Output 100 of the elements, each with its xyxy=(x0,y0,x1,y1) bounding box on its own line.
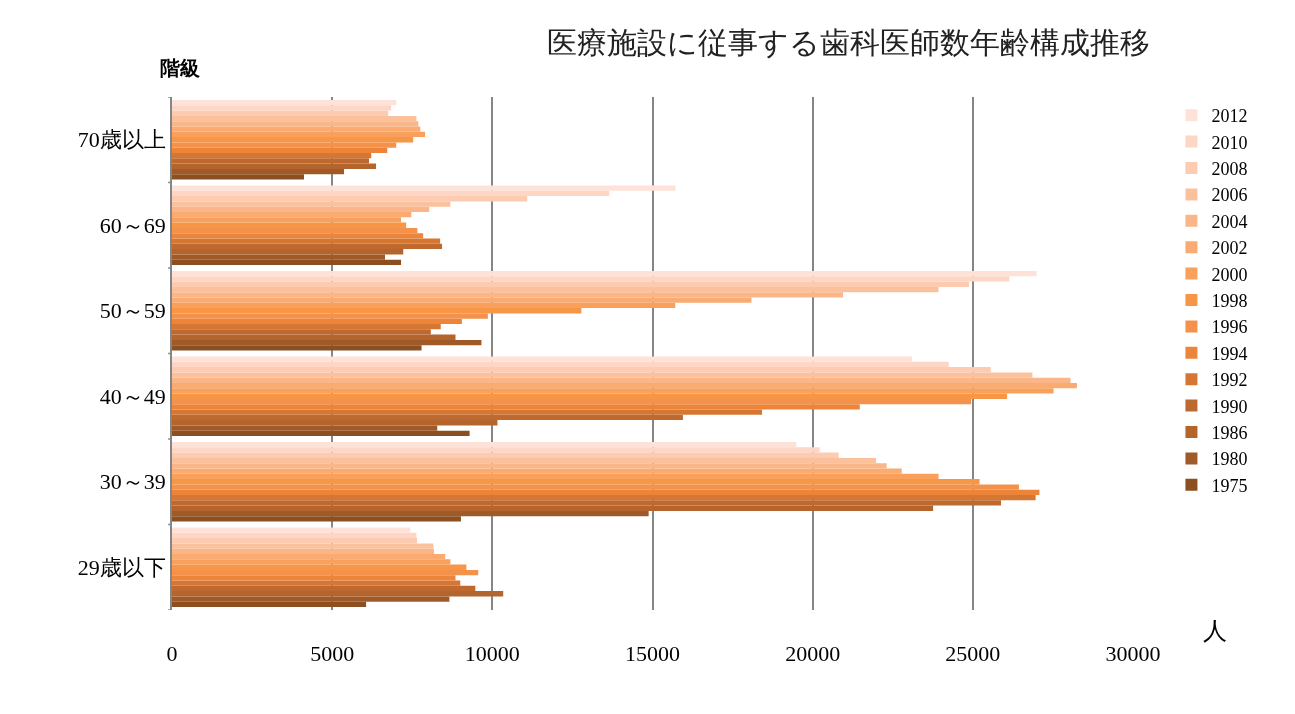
bar xyxy=(172,569,479,576)
bar xyxy=(172,532,417,539)
bar xyxy=(172,276,1010,282)
x-tick-label: 30000 xyxy=(1105,641,1161,666)
legend-label: 1990 xyxy=(1211,396,1248,417)
legend-label: 1992 xyxy=(1211,370,1248,391)
bar xyxy=(172,185,676,191)
bar xyxy=(172,297,752,303)
bar xyxy=(172,201,451,207)
bar xyxy=(172,388,1054,394)
bar xyxy=(172,495,1036,501)
bar xyxy=(172,286,939,293)
bar xyxy=(172,601,367,608)
bar xyxy=(172,414,683,421)
bar xyxy=(172,377,1071,383)
bar xyxy=(172,356,912,362)
legend-label: 1996 xyxy=(1211,317,1248,338)
x-tick-label: 10000 xyxy=(464,641,520,666)
bar xyxy=(172,270,1037,277)
legend-label: 1980 xyxy=(1211,449,1248,470)
bar xyxy=(172,99,397,106)
legend-label: 2006 xyxy=(1211,185,1248,206)
bar xyxy=(172,105,392,111)
bar xyxy=(172,447,820,453)
x-tick-label: 25000 xyxy=(945,641,1001,666)
bar xyxy=(172,463,887,469)
bar xyxy=(172,575,456,581)
bar xyxy=(172,233,424,239)
bar xyxy=(172,527,411,533)
bar xyxy=(172,580,461,586)
legend-label: 2012 xyxy=(1211,106,1248,127)
legend-label: 1998 xyxy=(1211,291,1248,312)
bar xyxy=(172,259,402,266)
bar xyxy=(172,441,797,448)
bar xyxy=(172,457,877,464)
bar xyxy=(172,147,388,153)
legend-label: 2010 xyxy=(1211,132,1248,153)
bar xyxy=(172,131,426,138)
bar xyxy=(172,227,418,234)
y-axis-title: 階級 xyxy=(160,56,200,80)
bar xyxy=(172,254,386,260)
bar xyxy=(172,238,441,244)
bar xyxy=(172,212,412,218)
bar xyxy=(172,126,421,132)
bar xyxy=(172,174,304,180)
bar xyxy=(172,121,419,127)
x-tick-label: 20000 xyxy=(785,641,841,666)
bar xyxy=(172,468,902,474)
bar xyxy=(172,473,939,480)
x-tick-label: 5000 xyxy=(310,641,355,666)
bar xyxy=(172,292,844,298)
bar xyxy=(172,538,418,544)
bar xyxy=(172,110,389,116)
legend-label: 2002 xyxy=(1211,238,1248,259)
bar xyxy=(172,168,345,175)
bar xyxy=(172,425,438,431)
legend-label: 1986 xyxy=(1211,423,1248,444)
bar xyxy=(172,345,422,351)
bar xyxy=(172,489,1040,495)
legend-label: 2000 xyxy=(1211,264,1248,285)
x-tick-label: 0 xyxy=(166,641,178,666)
bar xyxy=(172,190,610,197)
legend-label: 2008 xyxy=(1211,159,1248,180)
y-tick-label: 50～59 xyxy=(99,298,166,324)
bar xyxy=(172,206,430,212)
bar xyxy=(172,339,482,346)
bar xyxy=(172,383,1077,389)
bar xyxy=(172,596,450,602)
x-axis-title: 人 xyxy=(1203,618,1227,644)
bar xyxy=(172,361,949,368)
bar xyxy=(172,153,372,159)
bar xyxy=(172,243,443,250)
bar xyxy=(172,452,839,458)
bar xyxy=(172,510,649,517)
y-tick-label: 60～69 xyxy=(99,212,166,238)
bar xyxy=(172,516,461,522)
bar xyxy=(172,404,860,410)
bar xyxy=(172,324,441,330)
bar xyxy=(172,430,470,437)
bar xyxy=(172,559,451,565)
bar xyxy=(172,318,462,324)
bar xyxy=(172,409,763,415)
bar xyxy=(172,372,1033,378)
y-tick-label: 70歳以上 xyxy=(77,127,166,153)
x-tick-label: 15000 xyxy=(625,641,680,666)
legend-label: 1975 xyxy=(1211,475,1248,496)
bar xyxy=(172,554,446,560)
bar xyxy=(172,543,434,549)
bar xyxy=(172,115,417,122)
bar xyxy=(172,548,435,554)
bar xyxy=(172,302,676,309)
legend-label: 2004 xyxy=(1211,211,1248,232)
y-tick-label: 30～39 xyxy=(99,469,166,495)
bar xyxy=(172,217,402,223)
chart-title: 医療施設に従事する歯科医師数年齢構成推移 xyxy=(546,26,1150,60)
y-tick-label: 29歳以下 xyxy=(77,554,166,580)
bar xyxy=(172,196,528,202)
bar xyxy=(172,281,969,287)
legend-label: 1994 xyxy=(1211,343,1248,364)
bar xyxy=(172,367,991,373)
